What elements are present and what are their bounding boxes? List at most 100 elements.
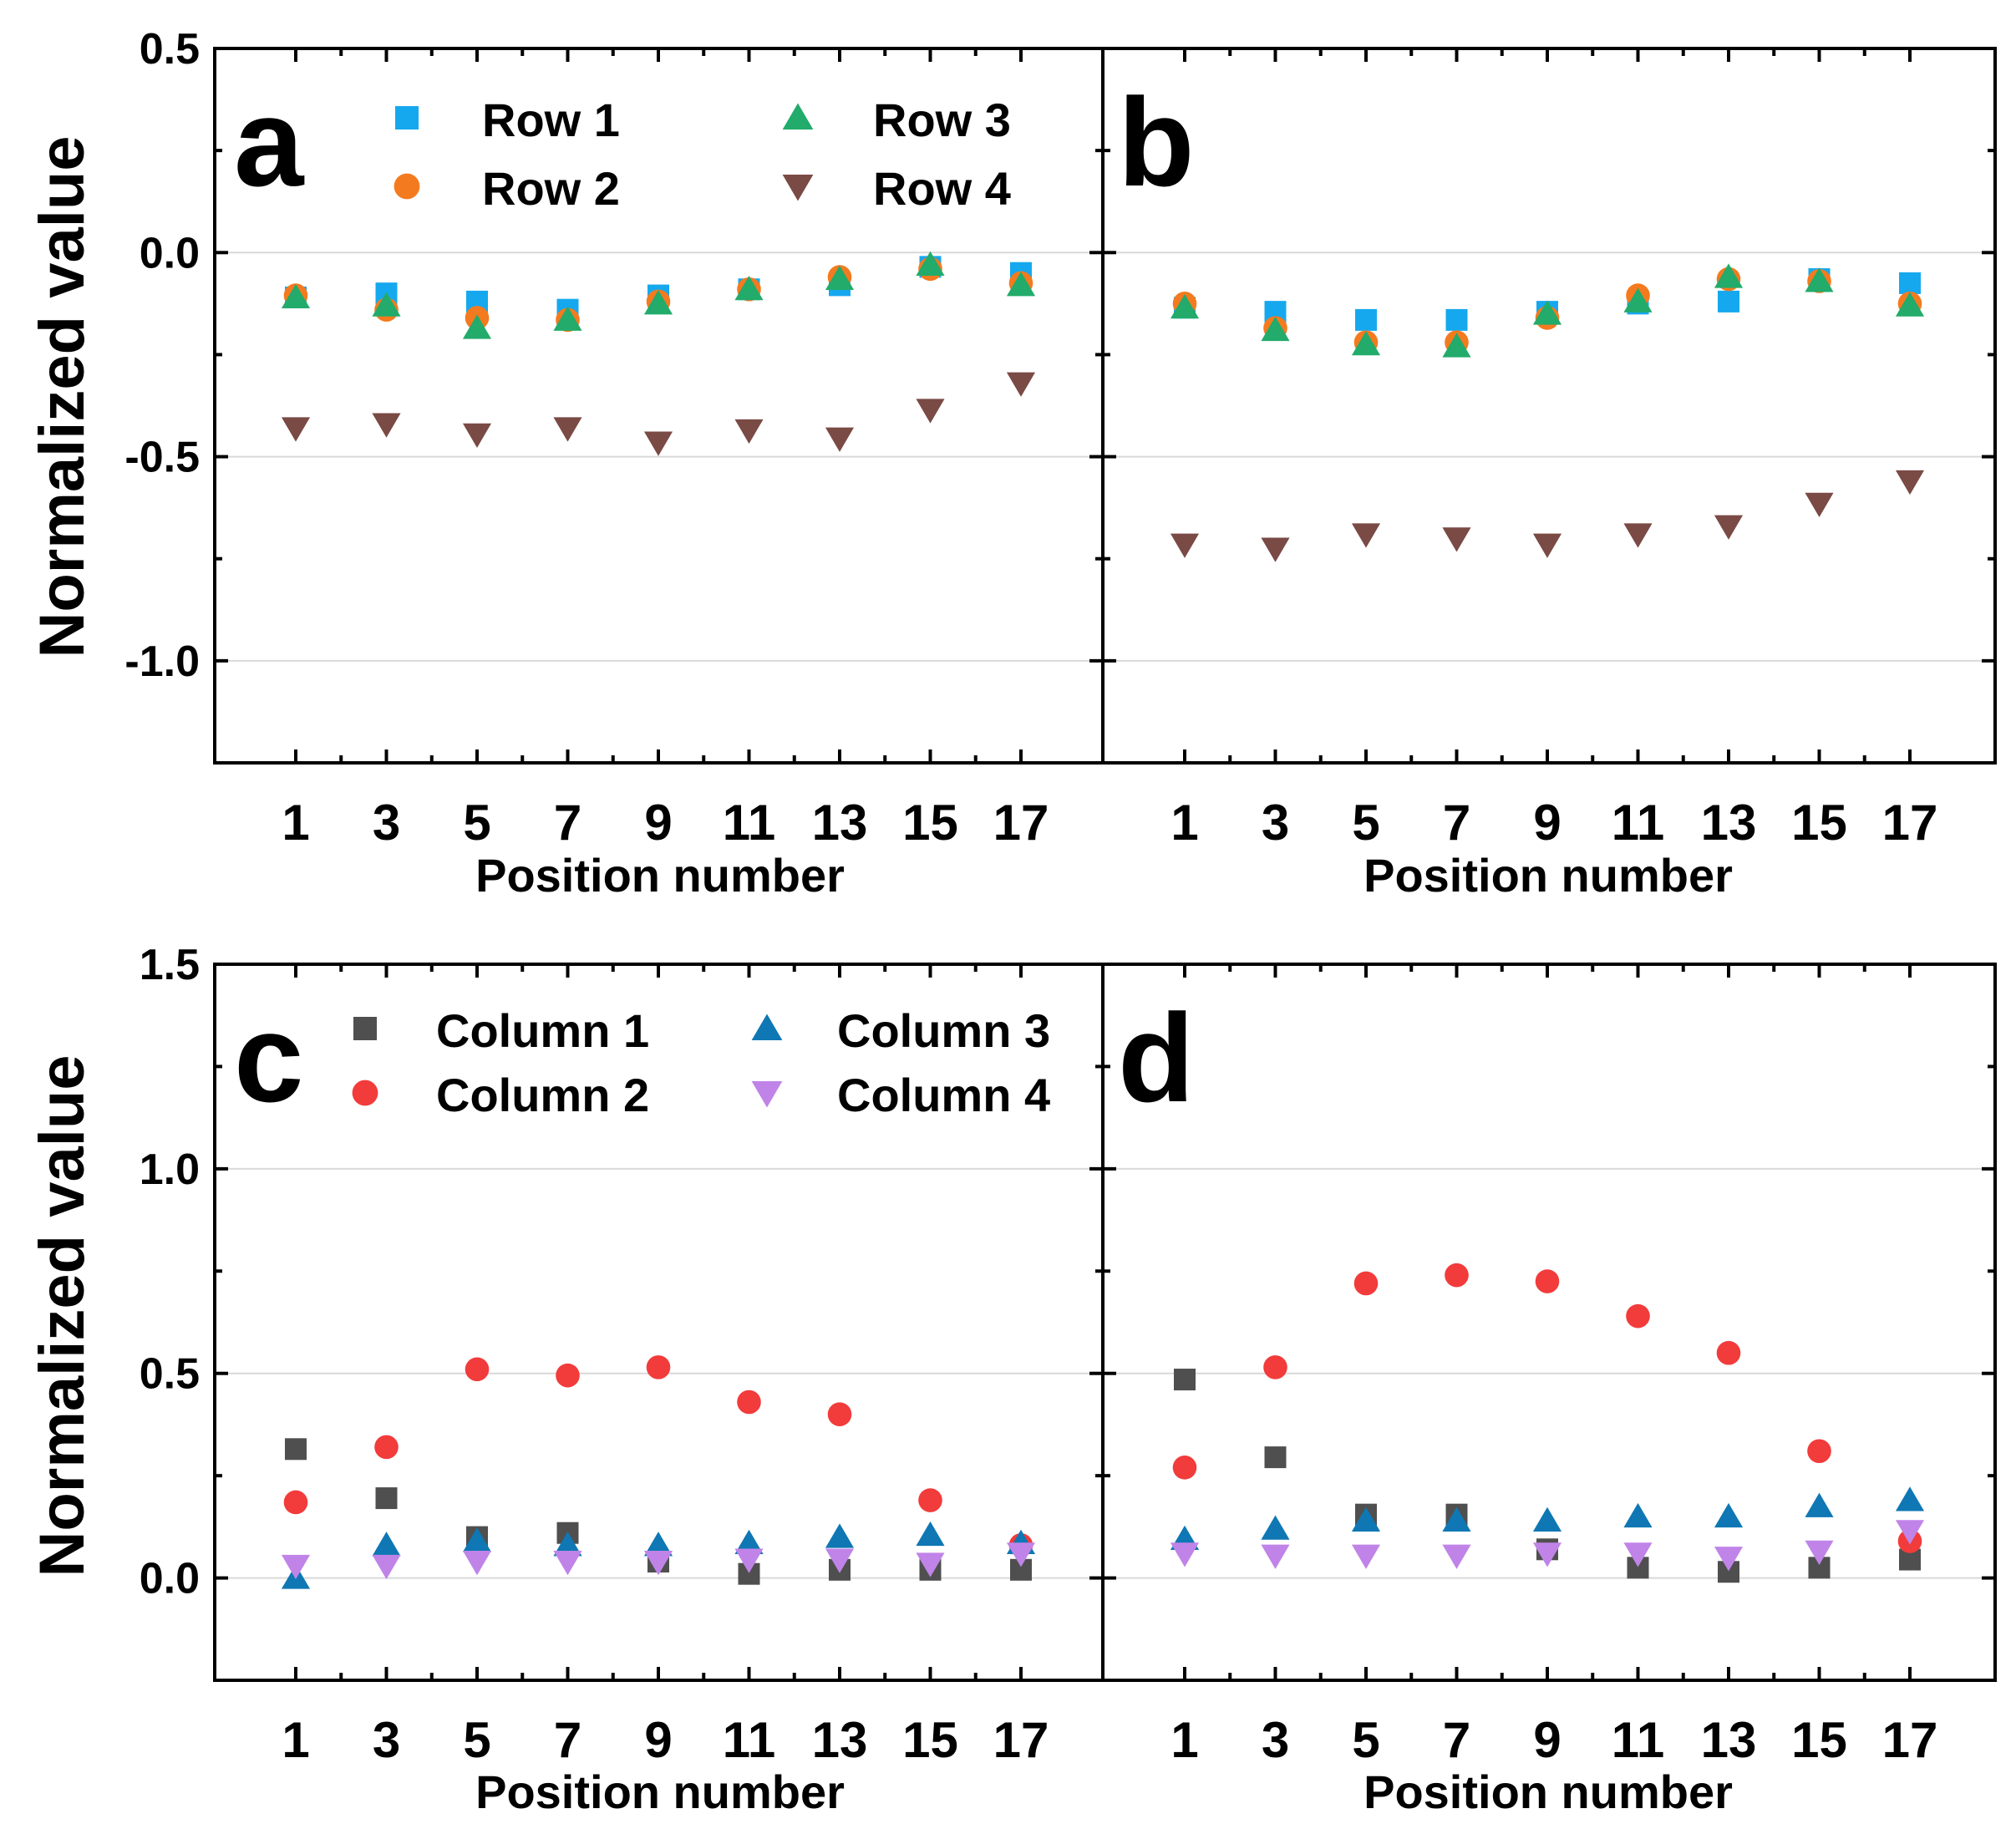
point-d-s3-1 [1261, 1515, 1290, 1540]
xtick-label-d-8: 17 [1882, 1712, 1938, 1768]
ticks-layer [215, 47, 1995, 1682]
point-b-s3-8 [1895, 292, 1925, 317]
xtick-label-a-0: 1 [282, 795, 309, 851]
point-c-s3-1 [372, 1532, 401, 1557]
legend-label-c-3: Column 3 [837, 1004, 1050, 1057]
ytick-label-a-0: 0.5 [140, 25, 200, 74]
ytick-label-c-3: 0.0 [140, 1555, 200, 1603]
point-c-s3-4 [643, 1532, 673, 1557]
point-a-s3-3 [553, 306, 582, 331]
point-a-s4-2 [462, 423, 492, 448]
point-c-s2-0 [283, 1490, 308, 1515]
point-c-s3-2 [462, 1527, 492, 1552]
point-c-s4-7 [916, 1552, 945, 1578]
legend-marker-c-1 [353, 1017, 377, 1040]
x-axis-title-a: Position number [475, 849, 845, 902]
xtick-label-a-3: 7 [554, 795, 581, 851]
legend-label-c-1: Column 1 [436, 1004, 649, 1057]
point-b-s1-2 [1355, 308, 1377, 331]
xtick-label-d-2: 5 [1352, 1712, 1379, 1768]
legend-label-c-2: Column 2 [436, 1069, 649, 1121]
legend-label-c-4: Column 4 [837, 1069, 1050, 1121]
xtick-label-b-8: 17 [1882, 795, 1938, 851]
y-axis-title-top: Normalized value [27, 135, 98, 658]
point-d-s2-3 [1445, 1263, 1469, 1288]
legend-marker-a-3 [782, 103, 814, 130]
xtick-label-b-1: 3 [1262, 795, 1289, 851]
xtick-label-c-7: 15 [902, 1712, 958, 1768]
text-layer: Normalized value Normalized value Positi… [27, 25, 1937, 1818]
point-b-s1-8 [1899, 272, 1921, 294]
legend-label-a-4: Row 4 [873, 162, 1011, 215]
point-a-s4-6 [825, 427, 855, 452]
legend-label-a-3: Row 3 [873, 94, 1011, 146]
point-c-s3-6 [825, 1523, 855, 1548]
point-c-s2-1 [374, 1435, 399, 1460]
point-b-s3-5 [1623, 287, 1653, 312]
panel-label-a: a [234, 72, 305, 212]
point-c-s2-7 [918, 1488, 942, 1512]
point-a-s4-5 [734, 419, 764, 445]
xtick-label-c-0: 1 [282, 1712, 309, 1768]
point-d-s2-4 [1535, 1269, 1560, 1293]
point-d-s4-5 [1623, 1542, 1653, 1567]
point-b-s3-4 [1532, 300, 1562, 325]
point-d-s4-0 [1170, 1542, 1200, 1567]
point-b-s3-7 [1805, 267, 1834, 292]
point-d-s2-5 [1626, 1303, 1650, 1329]
legend-label-a-1: Row 1 [482, 94, 620, 146]
point-b-s1-6 [1718, 290, 1739, 312]
point-b-s4-2 [1351, 523, 1381, 548]
legend-marker-a-1 [395, 106, 419, 130]
xtick-label-d-4: 9 [1533, 1712, 1561, 1768]
point-b-s4-6 [1714, 515, 1744, 540]
point-a-s4-0 [281, 417, 311, 442]
xtick-label-c-2: 5 [463, 1712, 490, 1768]
point-b-s4-7 [1805, 492, 1834, 518]
point-b-s4-5 [1623, 523, 1653, 548]
point-a-s3-1 [372, 292, 401, 317]
point-a-s3-4 [643, 290, 673, 315]
xtick-label-a-8: 17 [993, 795, 1049, 851]
point-a-s3-5 [734, 276, 764, 301]
ytick-label-a-2: -0.5 [124, 434, 200, 482]
legend-marker-a-4 [782, 175, 814, 201]
xtick-label-a-1: 3 [373, 795, 400, 851]
point-b-s3-0 [1170, 293, 1200, 319]
panel-label-b: b [1118, 72, 1195, 212]
point-c-s1-0 [285, 1438, 307, 1461]
point-c-s2-4 [646, 1355, 671, 1379]
point-c-s3-5 [734, 1529, 764, 1554]
point-c-s4-5 [734, 1548, 764, 1573]
point-c-s4-6 [825, 1548, 855, 1573]
point-d-s4-3 [1442, 1544, 1471, 1569]
point-a-s4-8 [1006, 372, 1036, 397]
point-c-s2-6 [827, 1402, 852, 1426]
point-d-s4-7 [1805, 1540, 1834, 1565]
point-b-s3-2 [1351, 330, 1381, 356]
panel-label-d: d [1118, 988, 1195, 1128]
plot-frame-a [213, 47, 1104, 765]
ytick-label-a-1: 0.0 [140, 229, 200, 277]
point-d-s3-2 [1351, 1506, 1381, 1532]
x-axis-title-d: Position number [1363, 1765, 1733, 1818]
point-d-s1-1 [1264, 1446, 1287, 1469]
legend-marker-c-3 [751, 1014, 783, 1040]
xtick-label-b-6: 13 [1701, 795, 1757, 851]
point-b-s4-0 [1170, 533, 1200, 558]
xtick-label-b-5: 11 [1612, 795, 1664, 851]
points-layer [281, 251, 1925, 1589]
point-c-s2-3 [556, 1363, 580, 1388]
xtick-label-a-4: 9 [644, 795, 672, 851]
point-c-s3-7 [916, 1521, 945, 1547]
point-d-s4-8 [1895, 1520, 1925, 1545]
point-d-s2-0 [1172, 1456, 1197, 1480]
point-b-s4-4 [1532, 533, 1562, 558]
point-c-s4-3 [553, 1550, 582, 1576]
xtick-label-c-6: 13 [812, 1712, 868, 1768]
point-a-s3-8 [1006, 272, 1036, 297]
xtick-label-b-7: 15 [1791, 795, 1847, 851]
xtick-label-d-1: 3 [1262, 1712, 1289, 1768]
xtick-label-c-4: 9 [644, 1712, 672, 1768]
point-b-s3-6 [1714, 263, 1744, 288]
